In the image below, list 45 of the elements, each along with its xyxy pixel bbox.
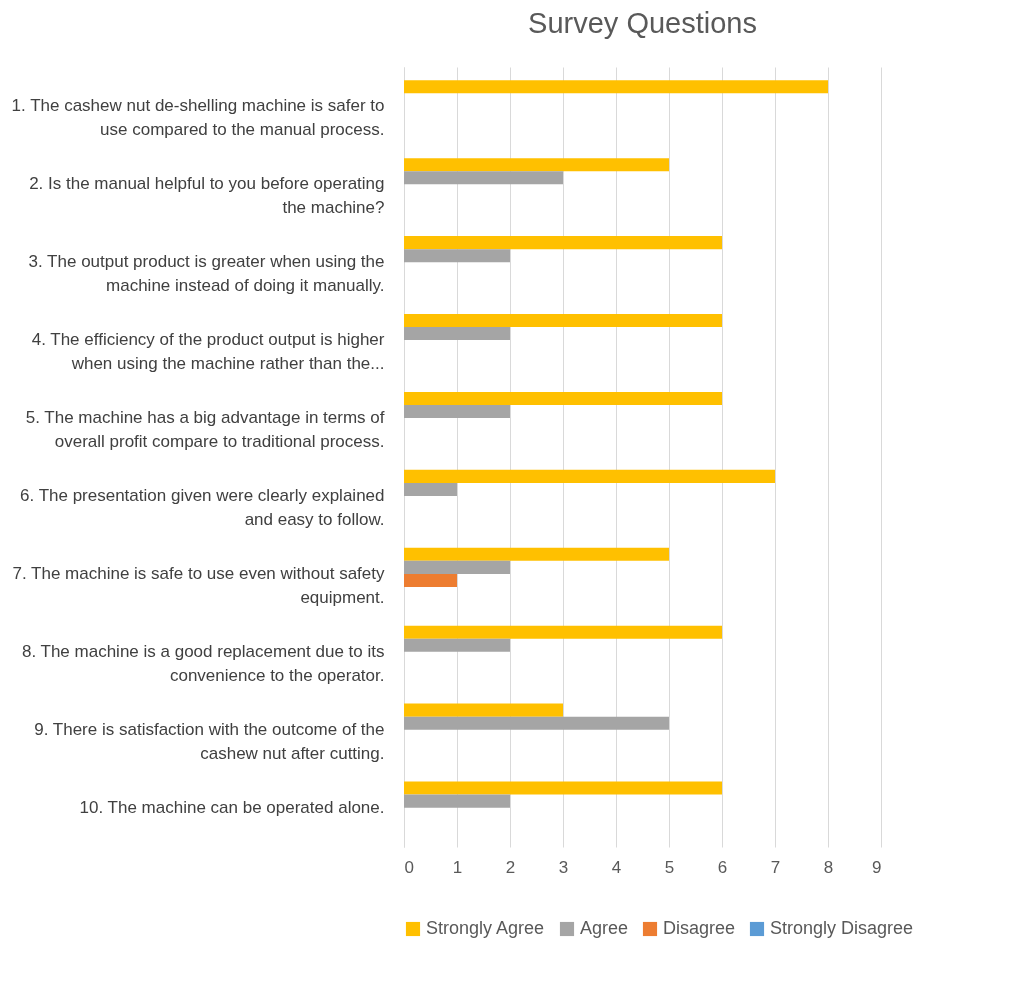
bar bbox=[404, 703, 563, 717]
y-tick-label: 5. The machine has a big advantage in terms of overall profit compare to traditional process. bbox=[25, 408, 385, 452]
x-tick-label: 2 bbox=[505, 857, 516, 877]
bar bbox=[404, 404, 510, 419]
bar bbox=[404, 482, 457, 496]
chart-title: Survey Questions bbox=[528, 7, 757, 39]
bar bbox=[404, 158, 669, 172]
x-tick-label: 6 bbox=[717, 857, 728, 877]
x-tick-label: 0 bbox=[404, 857, 414, 877]
y-tick-label: 3. The output product is greater when using the machine instead of doing it manually. bbox=[28, 252, 385, 296]
bar bbox=[404, 80, 828, 94]
y-tick-label: 6. The presentation given were clearly explained and easy to follow. bbox=[20, 485, 385, 529]
y-tick-label: 8. The machine is a good replacement due to its convenience to the operator. bbox=[21, 641, 385, 685]
legend-label: Strongly Agree bbox=[426, 918, 545, 938]
x-tick-label: 1 bbox=[452, 857, 463, 877]
bar bbox=[404, 236, 722, 250]
y-tick-label: 7. The machine is safe to use even without safety equipment. bbox=[12, 563, 385, 607]
bar bbox=[404, 391, 722, 405]
bar bbox=[404, 625, 722, 639]
bar bbox=[404, 638, 510, 652]
bar bbox=[404, 573, 457, 587]
bar bbox=[404, 547, 669, 561]
bar bbox=[404, 716, 669, 730]
x-tick-label: 5 bbox=[664, 857, 675, 877]
legend-label: Agree bbox=[580, 918, 629, 938]
bar bbox=[404, 781, 722, 795]
x-tick-label: 7 bbox=[770, 857, 781, 877]
bar bbox=[404, 314, 722, 328]
y-tick-label: 9. There is satisfaction with the outcome of the cashew nut after cutting. bbox=[34, 719, 385, 763]
bar bbox=[404, 794, 510, 808]
bar bbox=[404, 560, 510, 574]
bar bbox=[404, 327, 510, 341]
x-tick-label: 3 bbox=[558, 857, 569, 877]
y-tick-label: 4. The efficiency of the product output is higher when using the machine rather than the... bbox=[31, 330, 385, 374]
x-tick-label: 4 bbox=[611, 857, 622, 877]
x-tick-label: 9 bbox=[872, 857, 882, 877]
y-tick-label: 2. Is the manual helpful to you before operating the machine? bbox=[29, 174, 385, 218]
y-tick-label: 10. The machine can be operated alone. bbox=[79, 797, 385, 817]
legend-label: Strongly Disagree bbox=[770, 918, 914, 938]
y-tick-label: 1. The cashew nut de-shelling machine is safer to use compared to the manual process. bbox=[11, 96, 385, 140]
bar bbox=[404, 249, 510, 263]
bar bbox=[404, 469, 775, 483]
bar bbox=[404, 171, 563, 185]
legend-label: Disagree bbox=[663, 918, 736, 938]
x-tick-label: 8 bbox=[823, 857, 834, 877]
